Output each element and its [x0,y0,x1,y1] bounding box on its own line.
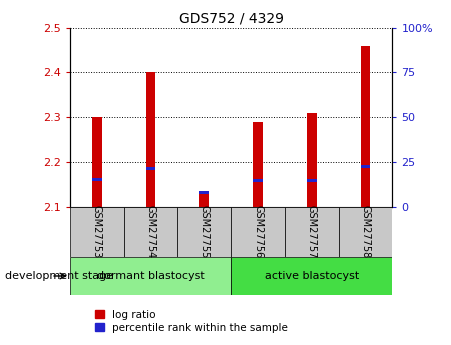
Bar [361,165,370,168]
Bar [70,257,231,295]
Bar [231,257,392,295]
Text: GSM27755: GSM27755 [199,205,209,259]
Bar [199,191,209,194]
Bar [70,207,124,257]
Bar [146,72,155,207]
Text: GSM27754: GSM27754 [146,205,156,259]
Bar [253,178,263,182]
Text: GSM27758: GSM27758 [360,205,371,259]
Bar [177,207,231,257]
Bar [92,178,101,181]
Bar [231,207,285,257]
Text: GSM27753: GSM27753 [92,205,102,259]
Bar [285,207,339,257]
Bar [307,178,317,182]
Text: GSM27757: GSM27757 [307,205,317,259]
Title: GDS752 / 4329: GDS752 / 4329 [179,11,284,25]
Text: active blastocyst: active blastocyst [265,271,359,281]
Bar [199,191,209,207]
Legend: log ratio, percentile rank within the sample: log ratio, percentile rank within the sa… [96,310,288,333]
Bar [307,113,317,207]
Bar [253,122,263,207]
Bar [92,117,101,207]
Bar [339,207,392,257]
Bar [124,207,177,257]
Text: dormant blastocyst: dormant blastocyst [97,271,204,281]
Text: development stage: development stage [5,271,113,281]
Text: GSM27756: GSM27756 [253,205,263,259]
Bar [146,167,155,170]
Bar [361,46,370,207]
